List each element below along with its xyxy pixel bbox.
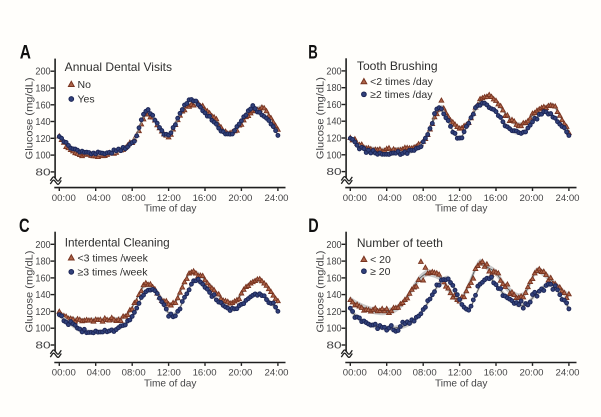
svg-text:Time of day: Time of day bbox=[144, 377, 197, 389]
svg-text:Time of day: Time of day bbox=[435, 377, 488, 389]
svg-text:<2 times /day: <2 times /day bbox=[370, 76, 433, 88]
svg-text:≥ 20: ≥ 20 bbox=[370, 266, 391, 278]
svg-text:200: 200 bbox=[326, 240, 342, 251]
svg-text:04:00: 04:00 bbox=[87, 367, 111, 378]
svg-text:Annual Dental Visits: Annual Dental Visits bbox=[65, 60, 172, 74]
svg-text:24:00: 24:00 bbox=[265, 193, 289, 204]
svg-text:D: D bbox=[308, 216, 318, 237]
svg-text:100: 100 bbox=[326, 150, 342, 161]
svg-text:120: 120 bbox=[326, 134, 342, 145]
svg-text:12:00: 12:00 bbox=[157, 367, 181, 378]
svg-text:12:00: 12:00 bbox=[157, 193, 181, 204]
svg-text:<3 times /week: <3 times /week bbox=[78, 252, 149, 264]
svg-text:Number of teeth: Number of teeth bbox=[357, 236, 443, 250]
svg-text:Glucose (mg/dL): Glucose (mg/dL) bbox=[24, 77, 36, 159]
svg-text:140: 140 bbox=[326, 290, 342, 301]
svg-text:200: 200 bbox=[35, 67, 51, 78]
svg-text:180: 180 bbox=[35, 84, 51, 95]
svg-text:16:00: 16:00 bbox=[193, 193, 217, 204]
svg-text:Glucose (mg/dL): Glucose (mg/dL) bbox=[24, 251, 36, 333]
svg-text:Time of day: Time of day bbox=[435, 203, 488, 215]
svg-text:B: B bbox=[308, 43, 318, 64]
svg-text:16:00: 16:00 bbox=[484, 367, 508, 378]
svg-text:20:00: 20:00 bbox=[228, 193, 252, 204]
svg-text:Interdental Cleaning: Interdental Cleaning bbox=[65, 236, 170, 250]
svg-text:80: 80 bbox=[326, 341, 342, 352]
svg-text:80: 80 bbox=[35, 341, 51, 352]
svg-text:160: 160 bbox=[326, 273, 342, 284]
svg-text:Yes: Yes bbox=[78, 94, 95, 106]
svg-text:100: 100 bbox=[326, 324, 342, 335]
svg-text:≥2 times /day: ≥2 times /day bbox=[370, 89, 433, 101]
svg-text:200: 200 bbox=[326, 66, 342, 77]
svg-text:00:00: 00:00 bbox=[343, 193, 367, 204]
svg-text:16:00: 16:00 bbox=[193, 367, 217, 378]
svg-text:00:00: 00:00 bbox=[52, 193, 76, 204]
svg-text:No: No bbox=[78, 79, 92, 91]
svg-text:Glucose (mg/dL): Glucose (mg/dL) bbox=[315, 77, 327, 159]
svg-text:140: 140 bbox=[35, 290, 51, 301]
svg-text:00:00: 00:00 bbox=[343, 367, 367, 378]
svg-text:140: 140 bbox=[35, 117, 51, 128]
svg-text:08:00: 08:00 bbox=[413, 367, 437, 378]
svg-text:Tooth Brushing: Tooth Brushing bbox=[357, 59, 438, 73]
svg-text:140: 140 bbox=[326, 117, 342, 128]
svg-text:20:00: 20:00 bbox=[520, 367, 544, 378]
svg-text:08:00: 08:00 bbox=[122, 193, 146, 204]
svg-text:100: 100 bbox=[35, 324, 51, 335]
svg-text:08:00: 08:00 bbox=[122, 367, 146, 378]
svg-text:24:00: 24:00 bbox=[556, 193, 580, 204]
svg-text:80: 80 bbox=[35, 167, 51, 178]
svg-text:00:00: 00:00 bbox=[52, 367, 76, 378]
svg-text:C: C bbox=[19, 216, 30, 237]
svg-text:16:00: 16:00 bbox=[484, 193, 508, 204]
svg-text:≥3 times /week: ≥3 times /week bbox=[78, 267, 149, 279]
svg-text:24:00: 24:00 bbox=[265, 367, 289, 378]
svg-text:A: A bbox=[20, 43, 31, 64]
svg-text:24:00: 24:00 bbox=[556, 367, 580, 378]
svg-text:180: 180 bbox=[35, 257, 51, 268]
svg-text:12:00: 12:00 bbox=[448, 193, 472, 204]
svg-text:120: 120 bbox=[35, 307, 51, 318]
svg-text:160: 160 bbox=[326, 100, 342, 111]
svg-text:20:00: 20:00 bbox=[228, 367, 252, 378]
svg-text:200: 200 bbox=[35, 240, 51, 251]
svg-text:80: 80 bbox=[326, 167, 342, 178]
svg-text:100: 100 bbox=[35, 151, 51, 162]
svg-text:20:00: 20:00 bbox=[520, 193, 544, 204]
svg-text:Glucose (mg/dL): Glucose (mg/dL) bbox=[315, 251, 327, 333]
svg-text:120: 120 bbox=[326, 307, 342, 318]
svg-text:04:00: 04:00 bbox=[87, 193, 111, 204]
svg-text:Time of day: Time of day bbox=[144, 203, 197, 215]
svg-text:160: 160 bbox=[35, 273, 51, 284]
svg-text:04:00: 04:00 bbox=[378, 367, 402, 378]
svg-text:04:00: 04:00 bbox=[378, 193, 402, 204]
svg-text:08:00: 08:00 bbox=[413, 193, 437, 204]
svg-text:< 20: < 20 bbox=[370, 254, 391, 266]
svg-text:160: 160 bbox=[35, 100, 51, 111]
svg-text:12:00: 12:00 bbox=[448, 367, 472, 378]
svg-text:180: 180 bbox=[326, 83, 342, 94]
svg-text:180: 180 bbox=[326, 257, 342, 268]
svg-text:120: 120 bbox=[35, 134, 51, 145]
